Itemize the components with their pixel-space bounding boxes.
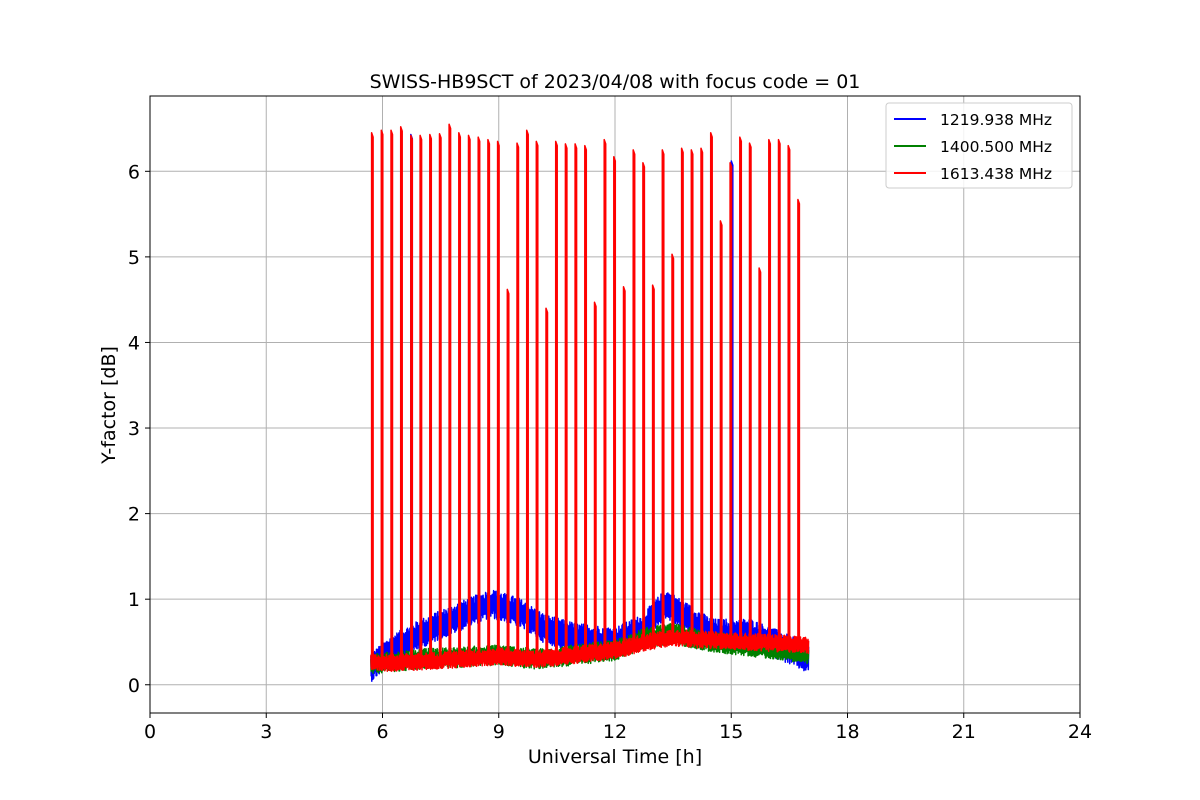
series-line-3 (370, 123, 810, 672)
x-tick-label: 21 (952, 721, 976, 743)
x-axis-label: Universal Time [h] (528, 746, 702, 768)
y-tick-label: 1 (128, 589, 140, 611)
tick-marks (145, 170, 1081, 718)
series-layer (370, 123, 810, 683)
legend-label: 1613.438 MHz (940, 165, 1052, 183)
x-tick-label: 9 (493, 721, 505, 743)
legend-box (885, 102, 1073, 189)
legend: 1219.938 MHz 1400.500 MHz 1613.438 MHz (885, 102, 1073, 189)
x-tick-label: 0 (144, 721, 156, 743)
x-tick-label: 18 (835, 721, 859, 743)
y-tick-label: 2 (128, 504, 140, 526)
y-tick-label: 3 (128, 418, 140, 440)
x-tick-label: 3 (260, 721, 272, 743)
x-tick-label: 24 (1068, 721, 1092, 743)
legend-label: 1219.938 MHz (940, 111, 1052, 129)
y-tick-label: 0 (128, 675, 140, 697)
x-tick-label: 12 (603, 721, 627, 743)
y-tick-label: 4 (128, 332, 140, 354)
legend-label: 1400.500 MHz (940, 138, 1052, 156)
x-tick-label: 6 (376, 721, 388, 743)
y-tick-label: 5 (128, 247, 140, 269)
y-tick-label: 6 (128, 161, 140, 183)
y-axis-label: Y-factor [dB] (98, 346, 120, 465)
x-tick-label: 15 (719, 721, 743, 743)
chart-title: SWISS-HB9SCT of 2023/04/08 with focus co… (370, 71, 861, 93)
